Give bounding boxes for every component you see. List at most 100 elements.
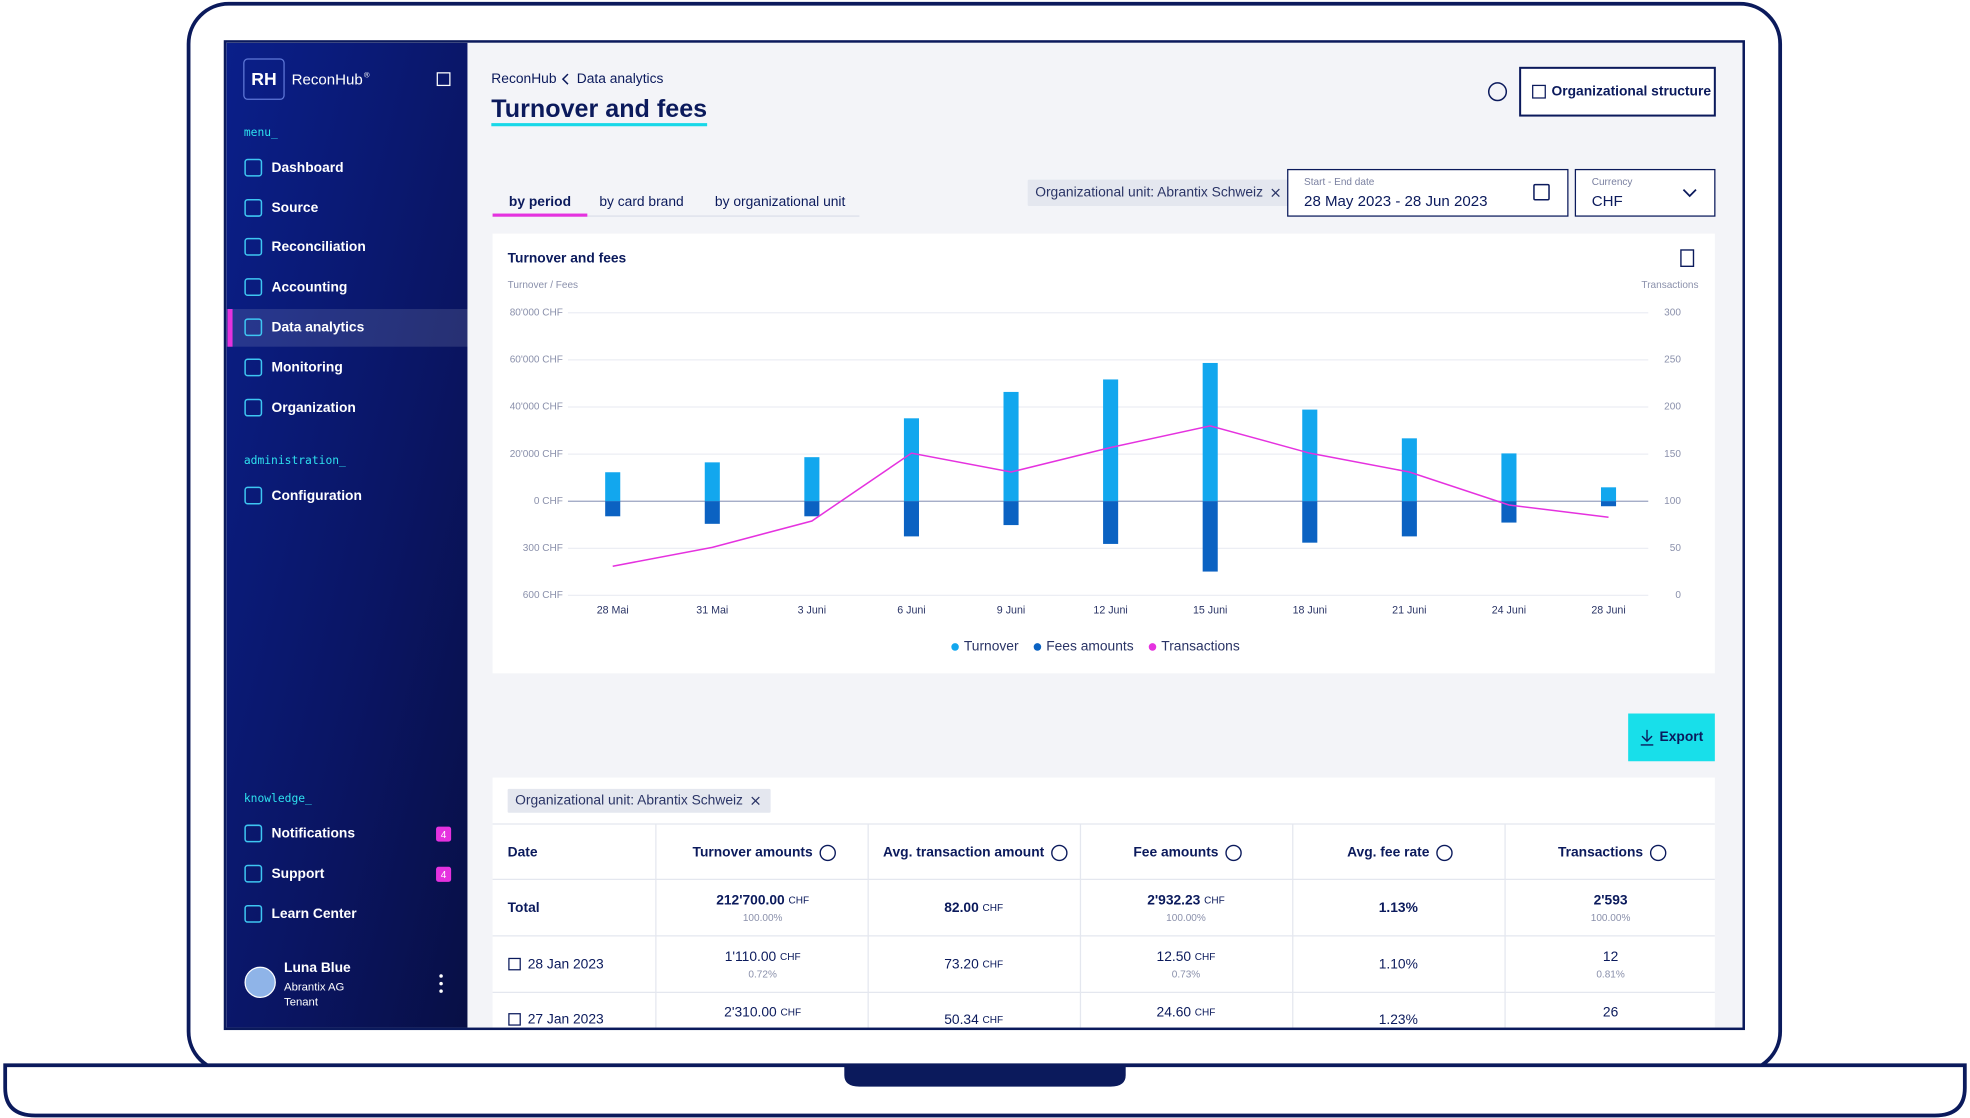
x-tick-label: 28 Mai: [597, 604, 629, 616]
fee-bar: [605, 501, 621, 517]
cell-value: 1.10%: [1379, 955, 1418, 971]
y-tick-label: 600 CHF: [523, 590, 563, 601]
filter-chip-text: Organizational unit: Abrantix Schweiz: [1035, 183, 1263, 199]
x-tick-label: 15 Juni: [1193, 604, 1227, 616]
table-cell: 26: [1603, 1003, 1619, 1019]
nav-item[interactable]: Source: [271, 199, 318, 215]
turnover-bar: [1103, 379, 1119, 502]
org-icon: [1532, 84, 1546, 99]
currency-label: Currency: [1592, 177, 1633, 188]
cell-unit: CHF: [983, 1015, 1004, 1026]
cell-value: 1.23%: [1379, 1011, 1418, 1027]
header-help-icon[interactable]: [1051, 844, 1068, 862]
x-tick-label: 18 Juni: [1293, 604, 1327, 616]
header-help-icon[interactable]: [1225, 844, 1242, 862]
y2-tick-label: 0: [1675, 590, 1681, 601]
org-button[interactable]: [1519, 66, 1716, 117]
cell-value: 2'310.00: [724, 1003, 777, 1019]
cell-value: 12: [1603, 948, 1618, 964]
table-cell: 1.23%: [1379, 1011, 1418, 1027]
nav-item[interactable]: Reconciliation: [271, 238, 365, 254]
header-help-icon[interactable]: [1436, 844, 1453, 862]
tab[interactable]: by organizational unit: [715, 193, 846, 209]
date-input[interactable]: [1287, 168, 1569, 217]
nav-item[interactable]: Organization: [271, 399, 355, 415]
nav-item[interactable]: Notifications: [271, 825, 355, 841]
filter-chip[interactable]: [1027, 179, 1291, 207]
turnover-bar: [1501, 453, 1517, 502]
y2-tick-label: 50: [1670, 543, 1682, 554]
table-header: Fee amounts: [1133, 844, 1218, 860]
cell-value: 73.20: [944, 955, 979, 971]
nav-item[interactable]: Configuration: [271, 487, 361, 503]
row-calendar-icon: [508, 957, 521, 971]
header-help-icon[interactable]: [1649, 844, 1667, 862]
nav-icon: [244, 278, 263, 296]
nav-item[interactable]: Data analytics: [271, 319, 364, 335]
table-header: Turnover amounts: [693, 844, 813, 860]
turnover-bar: [903, 418, 919, 502]
legend-dot: [1033, 643, 1042, 651]
tab[interactable]: by period: [509, 193, 571, 209]
cell-unit: CHF: [983, 959, 1004, 970]
cell-unit: CHF: [983, 903, 1004, 914]
cell-value: 50.34: [944, 1011, 979, 1027]
legend-label: Transactions: [1161, 638, 1240, 654]
y-tick-label: 80'000 CHF: [510, 307, 563, 318]
fee-bar: [1302, 501, 1318, 543]
y2-tick-label: 250: [1664, 355, 1681, 366]
date-label: Start - End date: [1304, 177, 1375, 188]
x-tick-label: 6 Juni: [897, 604, 925, 616]
nav-badge: [436, 826, 452, 842]
nav-active-bg: [226, 309, 468, 347]
logo-box: [243, 58, 285, 100]
nav-item[interactable]: Dashboard: [271, 159, 343, 175]
table-cell: 24.60 CHF: [1157, 1003, 1216, 1019]
legend-dot: [951, 643, 959, 651]
tab[interactable]: by card brand: [599, 193, 683, 209]
breadcrumb[interactable]: ReconHub: [491, 70, 557, 86]
nav-item[interactable]: Monitoring: [271, 359, 342, 375]
currency-select[interactable]: [1574, 168, 1716, 217]
nav-section-label: administration_: [244, 454, 346, 467]
table-cell: 1.10%: [1379, 955, 1418, 971]
cell-unit: CHF: [780, 1007, 801, 1018]
kebab-dot: [439, 981, 443, 986]
fee-bar: [903, 501, 919, 537]
x-tick-label: 3 Juni: [798, 604, 826, 616]
table-cell: 73.20 CHF: [944, 955, 1003, 971]
table-header: Avg. fee rate: [1347, 844, 1430, 860]
org-button-text: Organizational structure: [1552, 82, 1712, 98]
nav-icon: [244, 318, 263, 337]
x-tick-label: 28 Juni: [1591, 604, 1625, 616]
nav-item[interactable]: Learn Center: [271, 905, 357, 921]
table-cell: 50.34 CHF: [944, 1011, 1003, 1027]
chart-menu-icon[interactable]: [1680, 249, 1695, 268]
cell-share: 0.81%: [1596, 969, 1625, 980]
breadcrumb: Data analytics: [577, 70, 664, 86]
nav-item[interactable]: Accounting: [271, 278, 347, 294]
title-underline: [491, 123, 708, 127]
filter-chip[interactable]: [507, 788, 771, 813]
nav-icon: [244, 358, 263, 377]
fee-bar: [1501, 501, 1517, 523]
turnover-bar: [1003, 391, 1019, 502]
avatar: [244, 966, 276, 999]
nav-section-label: knowledge_: [244, 792, 312, 805]
header-help-icon[interactable]: [819, 844, 836, 862]
fee-bar: [1003, 501, 1019, 526]
table-cell: 28 Jan 2023: [528, 955, 604, 971]
nav-icon: [244, 824, 263, 843]
fee-bar: [1202, 501, 1218, 572]
y2-tick-label: 200: [1664, 402, 1681, 413]
x-tick-label: 12 Juni: [1093, 604, 1127, 616]
nav-item[interactable]: Support: [271, 865, 324, 881]
cell-share: 100.00%: [1166, 913, 1206, 924]
fee-bar: [1600, 501, 1617, 507]
turnover-bar: [1302, 409, 1318, 502]
help-icon[interactable]: [1487, 82, 1508, 102]
collapse-icon[interactable]: [436, 72, 451, 87]
nav-badge: [436, 866, 452, 882]
breadcrumb-chevron: [561, 73, 569, 85]
user-role: Tenant: [284, 996, 319, 1008]
